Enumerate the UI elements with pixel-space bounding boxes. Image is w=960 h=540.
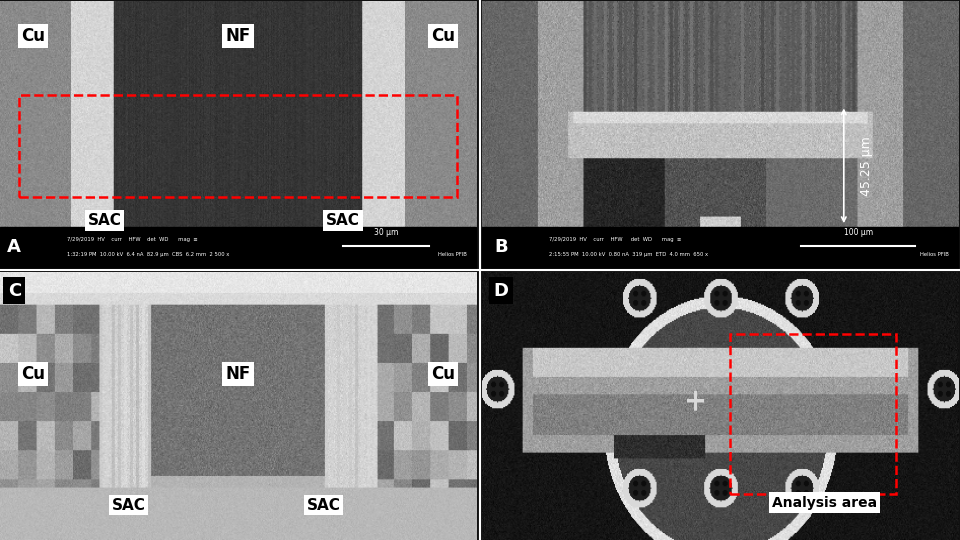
- Text: 2:15:55 PM  10.00 kV  0.80 nA  319 μm  ETD  4.0 mm  650 x: 2:15:55 PM 10.00 kV 0.80 nA 319 μm ETD 4…: [548, 252, 708, 256]
- Text: 45.25 μm: 45.25 μm: [860, 136, 874, 195]
- Text: 7/29/2019  HV    curr    HFW     det  WD      mag  ≡: 7/29/2019 HV curr HFW det WD mag ≡: [548, 238, 681, 242]
- Text: NF: NF: [226, 365, 251, 383]
- Bar: [482, 227, 958, 269]
- Text: Cu: Cu: [21, 27, 45, 45]
- Text: Helios PFIB: Helios PFIB: [920, 252, 948, 256]
- Text: NF: NF: [226, 27, 251, 45]
- Bar: [19, 95, 457, 197]
- Text: SAC: SAC: [87, 213, 122, 228]
- Text: A: A: [8, 239, 21, 256]
- Text: 1:32:19 PM  10.00 kV  6.4 nA  82.9 μm  CBS  6.2 mm  2 500 x: 1:32:19 PM 10.00 kV 6.4 nA 82.9 μm CBS 6…: [66, 252, 229, 256]
- Text: 30 μm: 30 μm: [373, 228, 397, 237]
- Text: Cu: Cu: [431, 365, 455, 383]
- Text: ⚙: ⚙: [492, 241, 500, 251]
- Text: Helios PFIB: Helios PFIB: [438, 252, 467, 256]
- Text: Cu: Cu: [21, 365, 45, 383]
- Text: 100 μm: 100 μm: [844, 228, 873, 237]
- Text: SAC: SAC: [325, 213, 360, 228]
- Text: 7/29/2019  HV    curr    HFW    det  WD      mag  ≡: 7/29/2019 HV curr HFW det WD mag ≡: [66, 238, 198, 242]
- Text: C: C: [8, 282, 21, 300]
- Text: ⚙: ⚙: [10, 241, 18, 251]
- Bar: [0, 227, 476, 269]
- Text: SAC: SAC: [307, 498, 341, 512]
- Text: B: B: [494, 239, 508, 256]
- Bar: [730, 334, 897, 495]
- Text: Cu: Cu: [431, 27, 455, 45]
- Text: SAC: SAC: [111, 498, 146, 512]
- Text: Analysis area: Analysis area: [772, 496, 877, 510]
- Text: D: D: [493, 282, 509, 300]
